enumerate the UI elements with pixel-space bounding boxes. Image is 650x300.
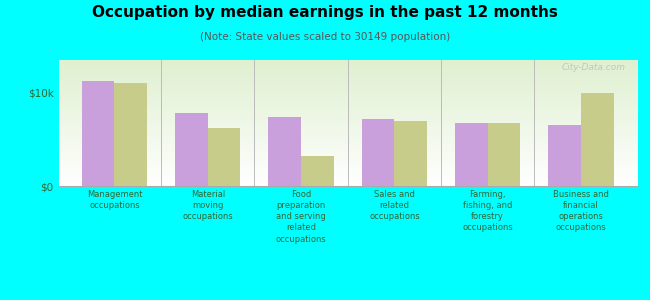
Bar xyxy=(114,83,147,186)
Bar xyxy=(175,113,208,186)
Bar xyxy=(268,117,301,186)
Bar xyxy=(301,156,333,186)
Bar xyxy=(455,122,488,186)
Bar xyxy=(488,124,521,186)
Bar xyxy=(581,93,614,186)
Bar xyxy=(549,125,581,186)
Bar xyxy=(82,82,114,186)
Text: Occupation by median earnings in the past 12 months: Occupation by median earnings in the pas… xyxy=(92,4,558,20)
Bar xyxy=(362,119,395,186)
Text: City-Data.com: City-Data.com xyxy=(562,62,625,71)
Bar xyxy=(395,121,427,186)
Bar xyxy=(208,128,240,186)
Text: (Note: State values scaled to 30149 population): (Note: State values scaled to 30149 popu… xyxy=(200,32,450,41)
